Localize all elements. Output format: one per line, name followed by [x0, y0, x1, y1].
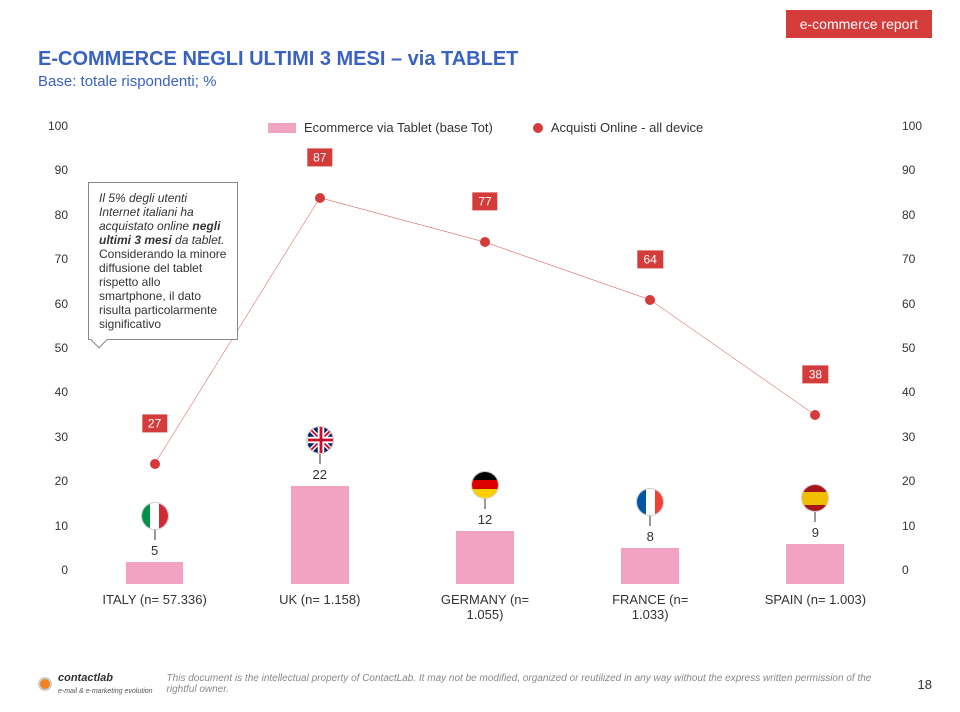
uk-flag-icon: [306, 426, 334, 454]
copyright: This document is the intellectual proper…: [167, 673, 904, 695]
page-number: 18: [918, 677, 932, 692]
footer: contactlab e-mail & e-marketing evolutio…: [38, 672, 932, 696]
bar-value: 8: [592, 529, 708, 544]
ytick: 30: [38, 430, 68, 444]
ytick: 80: [38, 208, 68, 222]
line-value: 38: [803, 366, 828, 384]
legend: Ecommerce via Tablet (base Tot) Acquisti…: [268, 120, 703, 135]
chart-column: 22: [262, 140, 378, 584]
x-label: FRANCE (n= 1.033): [592, 592, 708, 622]
chart-column: 9: [758, 140, 874, 584]
legend-line-label: Acquisti Online - all device: [551, 120, 703, 135]
line-point: [150, 459, 160, 469]
line-value: 64: [638, 250, 663, 268]
page-title: E-COMMERCE NEGLI ULTIMI 3 MESI – via TAB…: [38, 48, 518, 71]
line-point: [645, 295, 655, 305]
logo-sub: e-mail & e-marketing evolution: [58, 688, 153, 695]
chart-column: 8: [592, 140, 708, 584]
ytick: 60: [902, 297, 932, 311]
callout-text-2: da tablet.: [172, 233, 225, 247]
bar: [456, 531, 514, 584]
ytick: 0: [38, 563, 68, 577]
ytick: 10: [38, 519, 68, 533]
legend-line: Acquisti Online - all device: [533, 120, 703, 135]
logo-icon: [38, 677, 52, 691]
bar: [126, 562, 184, 584]
line-value: 87: [307, 148, 332, 166]
ytick: 90: [38, 163, 68, 177]
legend-bar: Ecommerce via Tablet (base Tot): [268, 120, 493, 135]
line-point: [315, 193, 325, 203]
ytick: 50: [38, 341, 68, 355]
title-block: E-COMMERCE NEGLI ULTIMI 3 MESI – via TAB…: [38, 48, 518, 90]
ytick: 80: [902, 208, 932, 222]
report-badge: e-commerce report: [786, 10, 932, 38]
bar-value: 5: [97, 543, 213, 558]
ytick: 70: [902, 252, 932, 266]
legend-bar-label: Ecommerce via Tablet (base Tot): [304, 120, 493, 135]
page-subtitle: Base: totale rispondenti; %: [38, 73, 518, 90]
ytick: 70: [38, 252, 68, 266]
bar: [621, 548, 679, 584]
chart: Ecommerce via Tablet (base Tot) Acquisti…: [38, 120, 932, 632]
line-point: [480, 237, 490, 247]
line-value: 77: [472, 193, 497, 211]
x-label: UK (n= 1.158): [262, 592, 378, 607]
bar-value: 12: [427, 512, 543, 527]
line-value: 27: [142, 415, 167, 433]
spain-flag-icon: [801, 484, 829, 512]
bar-value: 22: [262, 467, 378, 482]
bar: [786, 544, 844, 584]
y-axis-left: 0102030405060708090100: [38, 140, 68, 584]
callout-text-3: Considerando la minore diffusione del ta…: [99, 247, 226, 331]
ytick: 40: [38, 385, 68, 399]
dot-swatch-icon: [533, 123, 543, 133]
ytick: 90: [902, 163, 932, 177]
x-axis: ITALY (n= 57.336)UK (n= 1.158)GERMANY (n…: [72, 592, 898, 612]
y-axis-right: 0102030405060708090100: [902, 140, 932, 584]
ytick: 10: [902, 519, 932, 533]
bar-swatch-icon: [268, 123, 296, 133]
ytick: 30: [902, 430, 932, 444]
germany-flag-icon: [471, 471, 499, 499]
bar-value: 9: [758, 525, 874, 540]
x-label: GERMANY (n= 1.055): [427, 592, 543, 622]
ytick: 50: [902, 341, 932, 355]
italy-flag-icon: [141, 502, 169, 530]
callout-box: Il 5% degli utenti Internet italiani ha …: [88, 182, 238, 340]
ytick: 100: [38, 119, 68, 133]
france-flag-icon: [636, 488, 664, 516]
ytick: 0: [902, 563, 932, 577]
ytick: 20: [38, 474, 68, 488]
logo-text: contactlab: [58, 672, 113, 684]
ytick: 100: [902, 119, 932, 133]
callout-text-1: Il 5% degli utenti Internet italiani ha …: [99, 191, 194, 233]
bar: [291, 486, 349, 584]
ytick: 40: [902, 385, 932, 399]
line-point: [810, 410, 820, 420]
ytick: 60: [38, 297, 68, 311]
ytick: 20: [902, 474, 932, 488]
x-label: SPAIN (n= 1.003): [758, 592, 874, 607]
logo: contactlab e-mail & e-marketing evolutio…: [38, 672, 153, 696]
x-label: ITALY (n= 57.336): [97, 592, 213, 607]
